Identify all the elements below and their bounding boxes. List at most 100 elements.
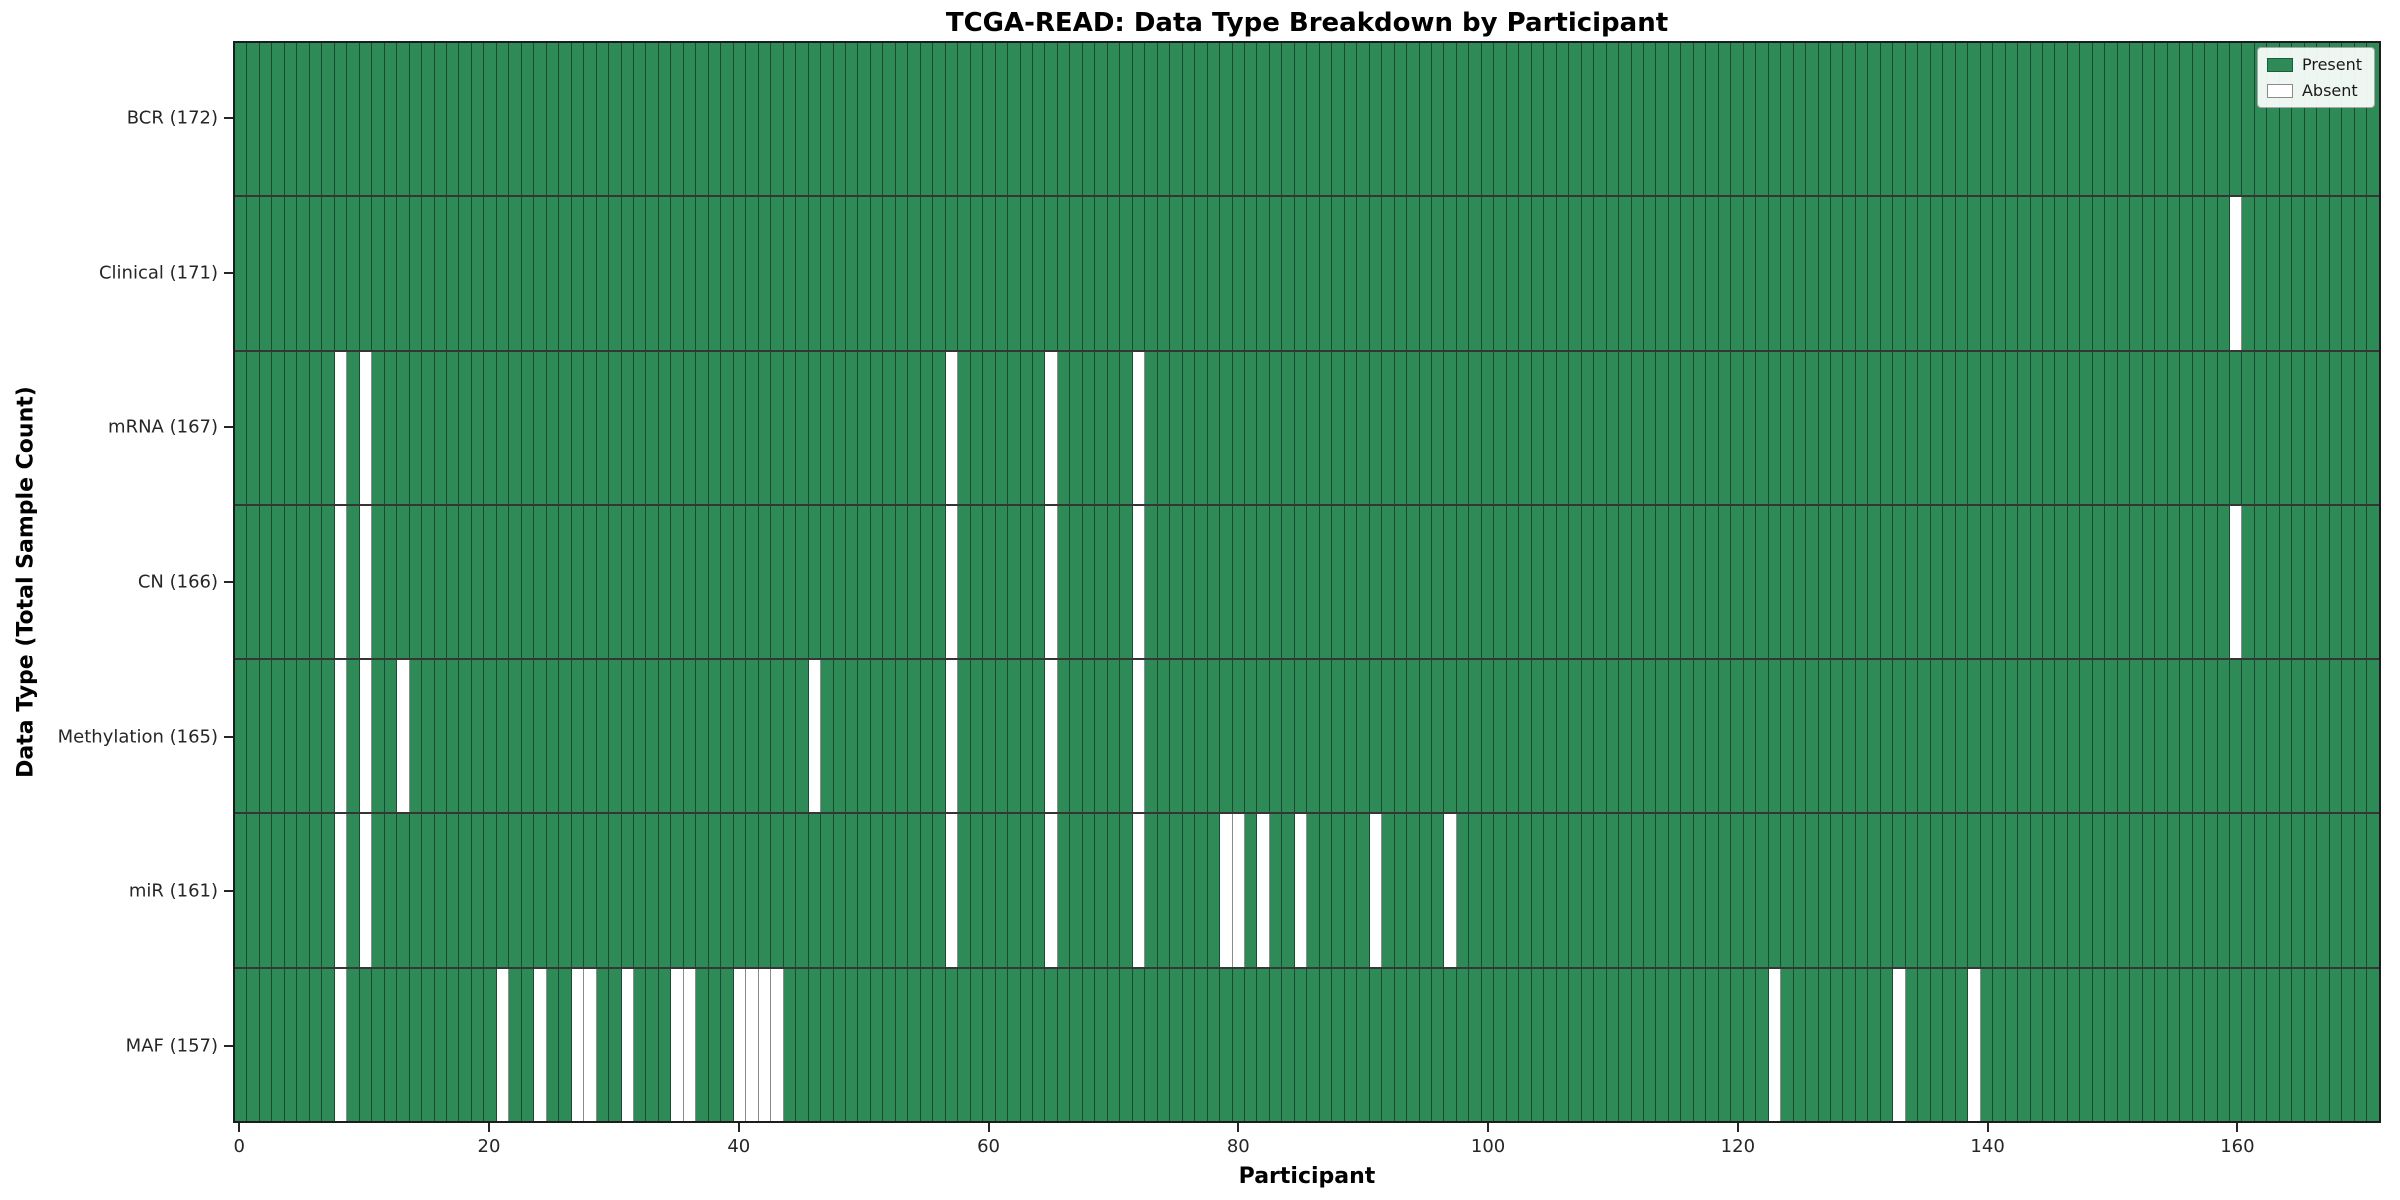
cell-present [1980,660,1994,813]
cell-present [1880,351,1894,504]
cell-present [1332,660,1345,813]
cell-present [2105,505,2118,659]
cell-present [1880,968,1894,1121]
cell-present [1980,814,1994,967]
cell-absent [1132,351,1146,504]
cell-present [459,197,472,350]
cell-present [1494,43,1507,196]
cell-present [1307,660,1320,813]
cell-present [1481,505,1495,659]
cell-present [1407,43,1420,196]
cell-present [609,197,622,350]
cell-present [2055,197,2068,350]
cell-present [2317,814,2330,967]
cell-present [1569,968,1582,1121]
cell-present [1432,968,1445,1121]
cell-present [821,660,834,813]
cell-present [1781,968,1794,1121]
cell-present [1955,505,1969,659]
cell-present [1045,43,1058,196]
cell-present [559,968,572,1121]
cell-present [658,43,672,196]
cell-present [1456,814,1470,967]
cell-present [509,814,522,967]
cell-present [2292,660,2305,813]
cell-present [1743,351,1757,504]
cell-present [808,814,822,967]
cell-present [534,43,547,196]
cell-present [471,660,485,813]
cell-present [2030,43,2043,196]
cell-present [733,351,747,504]
cell-present [1768,660,1782,813]
cell-present [2317,968,2330,1121]
cell-present [1382,351,1395,504]
cell-present [1843,968,1856,1121]
cell-present [584,660,597,813]
cell-present [1594,351,1607,504]
cell-present [1606,968,1620,1121]
cell-present [1382,43,1395,196]
cell-present [1195,505,1208,659]
cell-present [771,43,784,196]
cell-present [1569,814,1582,967]
cell-present [2354,968,2368,1121]
cell-present [1893,43,1906,196]
cell-present [1095,814,1108,967]
cell-present [1319,197,1333,350]
cell-present [1731,197,1744,350]
cell-present [409,814,423,967]
cell-present [409,505,423,659]
cell-present [259,968,273,1121]
cell-present [2117,351,2131,504]
cell-present [1943,660,1956,813]
cell-present [1955,197,1969,350]
cell-present [259,43,273,196]
cell-present [559,814,572,967]
cell-present [284,660,298,813]
cell-present [1207,968,1221,1121]
cell-present [1307,197,1320,350]
cell-present [1756,814,1769,967]
cell-present [783,505,797,659]
y-tick-mark [224,735,233,738]
cell-present [2354,505,2368,659]
cell-present [1606,197,1620,350]
cell-present [1157,197,1171,350]
cell-present [995,43,1009,196]
cell-present [1544,968,1557,1121]
x-axis-label: Participant [1238,1164,1376,1189]
cell-present [808,968,822,1121]
cell-present [1357,968,1370,1121]
cell-present [1394,43,1408,196]
cell-present [1207,505,1221,659]
cell-present [1195,351,1208,504]
cell-present [1993,814,2006,967]
cell-present [858,660,871,813]
cell-present [1569,351,1582,504]
cell-present [471,351,485,504]
cell-present [646,197,659,350]
cell-present [359,43,373,196]
cell-present [683,505,697,659]
cell-present [471,43,485,196]
cell-present [609,814,622,967]
cell-present [1282,660,1295,813]
cell-present [658,505,672,659]
cell-present [1269,43,1283,196]
y-tick-label-mir: miR (161) [128,880,218,902]
legend-present-label: Present [2301,55,2362,74]
cell-present [1182,43,1196,196]
cell-present [546,814,560,967]
cell-present [970,505,984,659]
cell-present [1369,968,1383,1121]
cell-present [1556,814,1570,967]
cell-present [733,814,747,967]
cell-present [883,814,896,967]
cell-present [1893,197,1906,350]
cell-present [708,351,722,504]
cell-present [2304,351,2318,504]
cell-present [1145,814,1158,967]
cell-present [2067,351,2081,504]
cell-present [1643,197,1657,350]
